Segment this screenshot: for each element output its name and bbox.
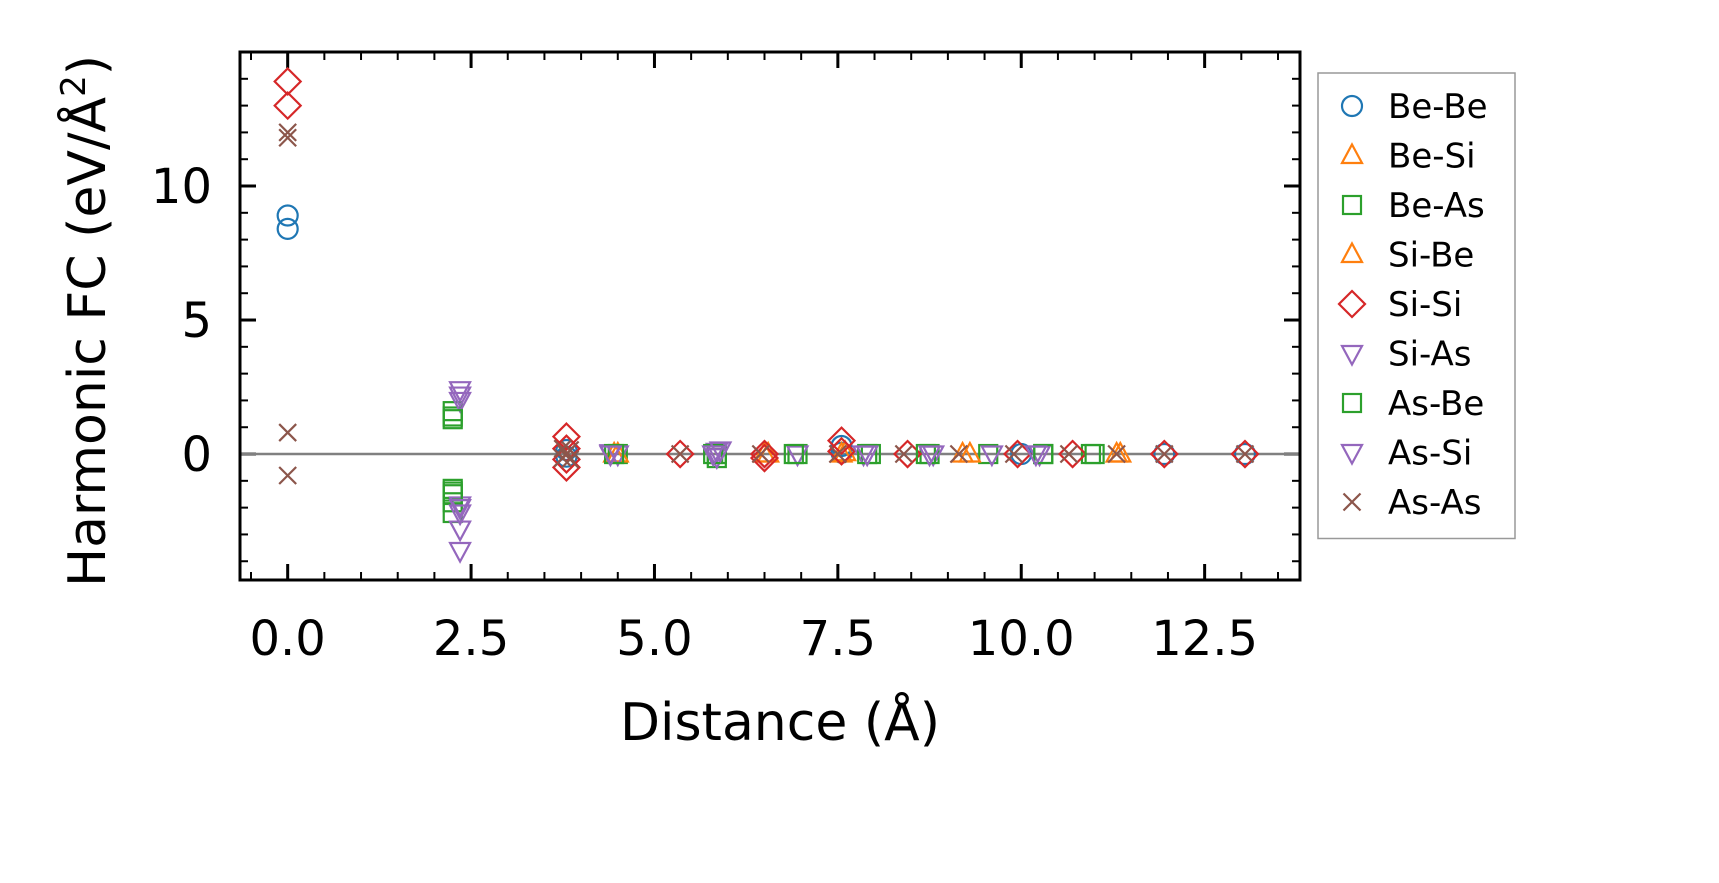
legend-marker-be-as [1341,194,1363,216]
plot-frame [238,50,1302,582]
data-point-si-as [448,381,472,404]
legend-label-si-be: Si-Be [1388,236,1474,276]
data-point-si-as [448,504,472,527]
series-as-si [448,386,1048,521]
data-point-as-be [442,409,463,430]
data-point-as-be [783,443,804,465]
data-point-si-si [551,422,581,452]
y-axis-label-close: ) [58,55,118,75]
data-point-si-si [1149,439,1179,469]
data-point-as-be [1084,443,1105,465]
data-point-si-si [749,443,780,473]
data-point-si-as [980,445,1004,468]
data-point-as-as [278,128,297,148]
legend-marker-as-be [1341,392,1363,414]
data-point-as-si [708,441,733,464]
data-point-as-as [278,423,297,442]
data-point-be-be [276,204,299,227]
data-point-as-as [278,466,297,485]
data-point-as-si [448,386,472,409]
data-point-si-be [958,440,982,463]
x-axis-label: Distance (Å) [620,691,940,753]
data-point-si-si [826,436,857,466]
data-point-as-as [1107,444,1126,464]
legend-label-as-be: As-Be [1388,384,1484,424]
legend-label-be-si: Be-Si [1388,137,1476,177]
data-point-as-as [560,440,580,460]
data-point-si-si [273,91,303,121]
data-point-be-be [830,434,853,458]
data-point-as-be [1033,443,1054,465]
y-axis-label: Harmonic FC (eV/Å2) [54,55,118,587]
data-point-as-as [560,450,580,469]
data-point-as-si [448,499,472,521]
legend-marker-si-be [1340,241,1364,264]
ticks-layer [240,52,1300,580]
data-point-as-as [751,444,771,464]
series-be-be [276,204,1257,468]
x-tick-label: 2.5 [433,611,509,667]
data-point-as-as [828,444,848,464]
data-point-si-si [273,66,303,97]
data-point-as-as [1235,444,1255,464]
data-point-si-as [448,541,472,564]
data-point-si-as [448,520,472,543]
x-tick-label: 10.0 [968,611,1075,667]
data-point-as-as [670,444,690,464]
data-point-be-be [1233,442,1257,466]
data-point-si-si [1230,439,1260,469]
data-point-as-si [598,445,623,468]
legend-marker-si-si [1337,289,1367,319]
legend-label-si-si: Si-Si [1388,285,1462,325]
data-point-as-as [1004,444,1024,464]
series-si-as [448,381,1052,564]
series-as-as [278,123,1255,485]
x-tick-label: 12.5 [1151,611,1258,667]
data-point-as-as [1059,444,1079,464]
y-tick-label: 10 [151,159,212,215]
x-tick-label: 7.5 [800,611,876,667]
data-point-as-as [553,439,573,458]
points-layer [273,66,1260,564]
data-point-as-as [278,123,297,142]
legend-label-si-as: Si-As [1388,335,1472,375]
data-point-as-si [1024,445,1048,468]
y-axis-label-sup: 2 [54,75,94,97]
x-tick-label: 0.0 [250,611,326,667]
y-tick-label: 5 [181,293,212,349]
data-point-be-be [1153,442,1176,466]
legend-marker-as-si [1340,443,1364,466]
legend-marker-be-si [1340,142,1364,165]
data-point-as-as [949,444,969,464]
labels-layer: 0.0 2.5 5.0 7.5 10.0 12.5 0 5 10 [151,159,1258,667]
legend-marker-as-as [1342,492,1362,512]
legend-label-be-be: Be-Be [1388,87,1488,127]
x-tick-label: 5.0 [616,611,692,667]
legend-label-as-si: As-Si [1388,434,1472,474]
data-point-be-be [276,217,299,240]
legend: Be-Be Be-Si Be-As Si-Be Si-Si Si-As As-Be As-Si… [1317,72,1516,540]
data-point-as-si [855,445,880,468]
data-point-as-as [894,444,914,464]
legend-label-be-as: Be-As [1388,186,1485,226]
y-tick-label: 0 [181,427,212,483]
data-point-be-be [555,438,578,462]
data-point-si-si [826,426,857,456]
data-point-as-si [917,445,942,468]
series-si-si [273,66,1260,482]
data-point-si-as [448,496,472,519]
legend-marker-si-as [1340,344,1364,367]
data-point-as-as [1155,444,1174,464]
legend-label-as-as: As-As [1388,483,1481,523]
y-axis-label-main: Harmonic FC (eV/Å [56,96,118,587]
legend-marker-be-be [1340,94,1364,118]
data-point-si-as [448,391,472,414]
data-point-si-si [665,439,695,469]
